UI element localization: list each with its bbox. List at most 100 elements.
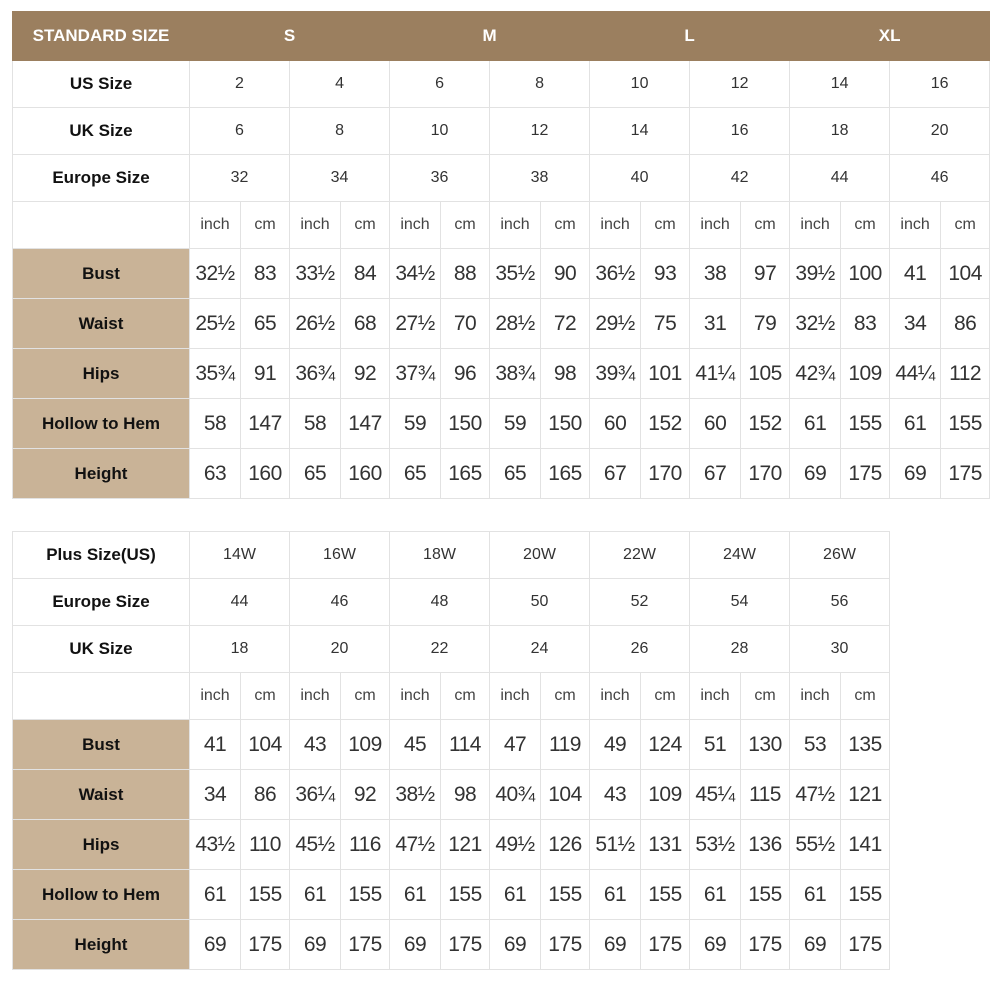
size-cell: 54: [689, 578, 790, 626]
value-cell: 59: [389, 398, 442, 449]
size-cell: 14: [589, 107, 691, 155]
value-cell: 175: [340, 919, 390, 970]
value-cell: 53: [789, 719, 841, 770]
value-cell: 155: [540, 869, 590, 920]
value-cell: 65: [489, 448, 542, 499]
value-cell: 160: [240, 448, 290, 499]
unit-cell: cm: [740, 672, 790, 720]
row-label: Plus Size(US): [12, 531, 190, 579]
row-label: Hips: [12, 819, 190, 870]
value-cell: 65: [240, 298, 290, 349]
value-cell: 38¾: [489, 348, 542, 399]
size-cell: 48: [389, 578, 490, 626]
unit-cell: cm: [540, 672, 590, 720]
size-cell: 56: [789, 578, 890, 626]
value-cell: 135: [840, 719, 890, 770]
size-cell: 50: [489, 578, 590, 626]
value-cell: 36¼: [289, 769, 341, 820]
size-group-xl: XL: [789, 11, 991, 61]
measure-row: Hips 35¾ 91 36¾ 92 37¾ 96 38¾ 98 39¾ 101 41¼ 105 42¾ 1…: [12, 348, 991, 399]
size-cell: 34: [288, 154, 391, 202]
value-cell: 141: [840, 819, 890, 870]
value-cell: 79: [740, 298, 791, 349]
value-cell: 60: [689, 398, 742, 449]
value-cell: 70: [440, 298, 491, 349]
value-cell: 109: [340, 719, 390, 770]
measure-row: Hips 43½ 110 45½ 116 47½ 121 49½ 126 51½ 131 53½ 136…: [12, 819, 890, 870]
row-label: US Size: [12, 60, 190, 108]
value-cell: 119: [540, 719, 590, 770]
size-cell: 16W: [289, 531, 390, 579]
unit-cell: inch: [489, 201, 542, 249]
size-cell: 52: [589, 578, 690, 626]
value-cell: 45¼: [689, 769, 741, 820]
size-cell: 20W: [489, 531, 590, 579]
value-cell: 39¾: [589, 348, 642, 399]
size-cell: 36: [389, 154, 491, 202]
measure-row: Height 63 160 65 160 65 165 65 165 67 170 67 170 69 17…: [12, 448, 991, 499]
value-cell: 86: [240, 769, 290, 820]
plus-size-table: Plus Size(US) 14W 16W 18W 20W 22W 24W 26W Europe…: [12, 531, 890, 970]
value-cell: 155: [840, 869, 890, 920]
size-cell: 46: [889, 154, 991, 202]
measure-row: Hollow to Hem 58 147 58 147 59 150 59 150 60 152 60…: [12, 398, 991, 449]
value-cell: 65: [289, 448, 341, 499]
unit-cell: inch: [189, 672, 241, 720]
row-label: Hips: [12, 348, 190, 399]
size-row: UK Size 6 8 10 12 14 16 18 20: [12, 107, 991, 155]
value-cell: 91: [240, 348, 290, 399]
value-cell: 32½: [189, 248, 241, 299]
value-cell: 26½: [289, 298, 341, 349]
size-cell: 6: [189, 107, 290, 155]
empty-cell: [12, 201, 190, 249]
value-cell: 175: [640, 919, 690, 970]
size-cell: 28: [689, 625, 790, 673]
row-label: Waist: [12, 769, 190, 820]
value-cell: 112: [940, 348, 991, 399]
value-cell: 100: [840, 248, 891, 299]
value-cell: 84: [339, 248, 391, 299]
header-row: STANDARD SIZE S M L XL: [12, 11, 991, 61]
row-label: Hollow to Hem: [12, 869, 190, 920]
value-cell: 65: [389, 448, 442, 499]
row-label: Height: [12, 448, 190, 499]
value-cell: 28½: [489, 298, 542, 349]
size-cell: 8: [489, 60, 591, 108]
size-group-m: M: [389, 11, 591, 61]
unit-cell: inch: [689, 672, 741, 720]
value-cell: 47: [489, 719, 541, 770]
size-group-l: L: [589, 11, 791, 61]
value-cell: 175: [840, 448, 891, 499]
value-cell: 98: [440, 769, 490, 820]
value-cell: 160: [339, 448, 391, 499]
value-cell: 114: [440, 719, 490, 770]
size-row: Plus Size(US) 14W 16W 18W 20W 22W 24W 26W: [12, 531, 890, 579]
size-cell: 16: [889, 60, 991, 108]
value-cell: 147: [240, 398, 290, 449]
size-cell: 22: [389, 625, 490, 673]
measure-row: Bust 41 104 43 109 45 114 47 119 49 124 51 130 53 135: [12, 719, 890, 770]
value-cell: 69: [889, 448, 942, 499]
value-cell: 115: [740, 769, 790, 820]
value-cell: 37¾: [389, 348, 442, 399]
value-cell: 69: [589, 919, 641, 970]
unit-cell: cm: [740, 201, 791, 249]
size-cell: 4: [288, 60, 391, 108]
value-cell: 41¼: [689, 348, 742, 399]
value-cell: 63: [189, 448, 241, 499]
value-cell: 90: [540, 248, 591, 299]
measure-row: Waist 25½ 65 26½ 68 27½ 70 28½ 72 29½ 75 31 79 32½ 83 3…: [12, 298, 991, 349]
value-cell: 29½: [589, 298, 642, 349]
value-cell: 104: [540, 769, 590, 820]
unit-cell: cm: [540, 201, 591, 249]
value-cell: 155: [940, 398, 991, 449]
value-cell: 61: [189, 869, 241, 920]
value-cell: 31: [689, 298, 742, 349]
value-cell: 43½: [189, 819, 241, 870]
standard-size-header: STANDARD SIZE: [12, 11, 190, 61]
value-cell: 34: [189, 769, 241, 820]
value-cell: 170: [640, 448, 691, 499]
size-cell: 42: [689, 154, 791, 202]
size-cell: 30: [789, 625, 890, 673]
value-cell: 165: [540, 448, 591, 499]
